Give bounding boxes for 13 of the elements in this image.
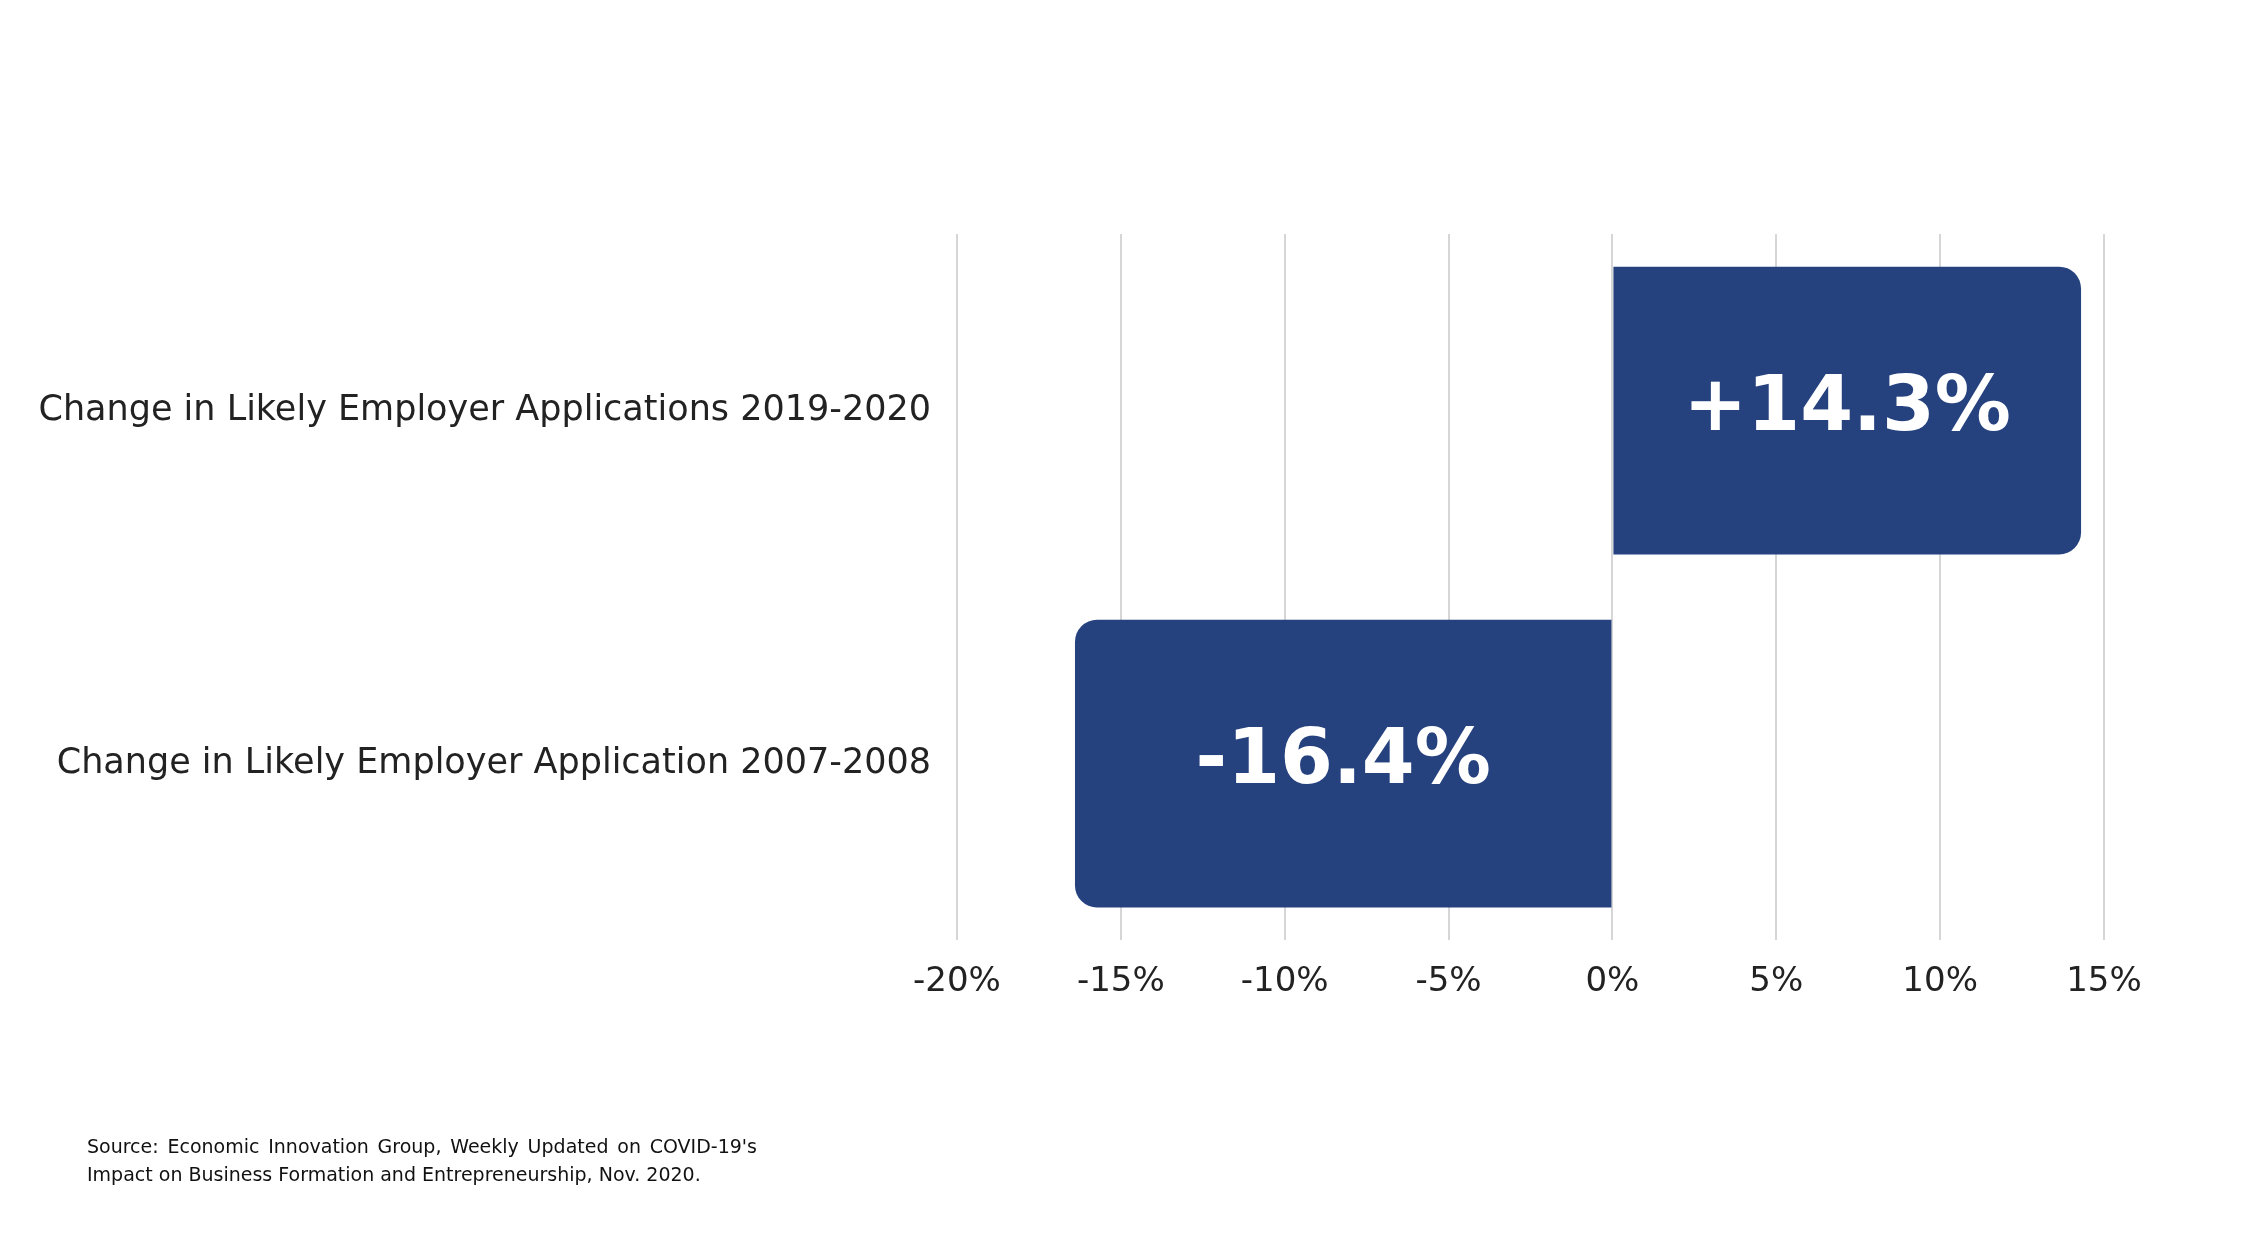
y-tick-label: Change in Likely Employer Application 2007-2008 <box>56 740 931 781</box>
x-tick-label: 10% <box>1902 959 1978 1000</box>
x-tick-label: -20% <box>913 959 1001 1000</box>
x-tick-label: 15% <box>2066 959 2142 1000</box>
x-tick-label: -10% <box>1240 959 1329 1000</box>
x-tick-label: 5% <box>1749 959 1804 1000</box>
x-tick-label: 0% <box>1585 959 1640 1000</box>
y-tick-label: Change in Likely Employer Applications 2019-2020 <box>38 387 931 428</box>
x-tick-label: -15% <box>1076 959 1165 1000</box>
x-tick-label: -5% <box>1415 959 1482 1000</box>
data-label: -16.4% <box>1195 712 1491 802</box>
source-note: Source: Economic Innovation Group, Weekly Updated on COVID-19's Impact on Business Formation and Entrepreneurship, Nov. 2020. <box>87 1134 757 1187</box>
data-label: +14.3% <box>1683 359 2011 449</box>
